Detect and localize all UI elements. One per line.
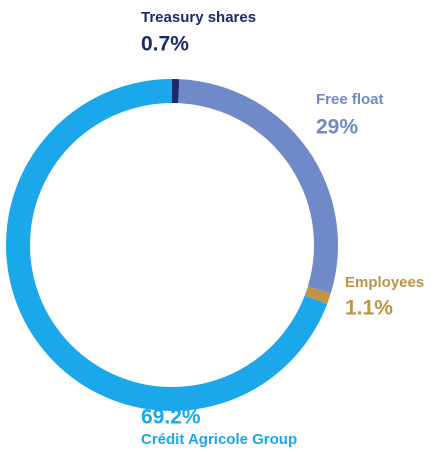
slice-name: Treasury shares	[141, 9, 256, 26]
donut-slice	[178, 79, 339, 294]
slice-value: 69.2%	[141, 406, 201, 429]
donut-slice	[304, 286, 331, 305]
slice-name: Crédit Agricole Group	[141, 431, 297, 448]
donut-slice	[172, 79, 180, 104]
slice-name: Free float	[316, 91, 384, 108]
slice-value: 0.7%	[141, 33, 189, 56]
slice-name: Employees	[345, 274, 424, 291]
slice-value: 29%	[316, 116, 358, 139]
slice-value: 1.1%	[345, 297, 393, 320]
